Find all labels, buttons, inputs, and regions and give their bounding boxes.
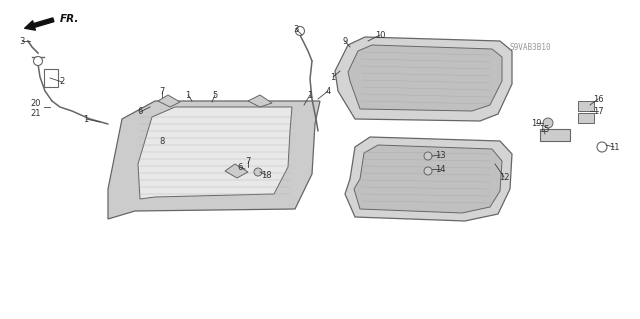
Polygon shape: [348, 45, 502, 111]
Polygon shape: [138, 107, 292, 199]
Text: 5: 5: [212, 91, 218, 100]
Text: 7: 7: [245, 157, 251, 166]
Circle shape: [597, 142, 607, 152]
Bar: [578, 113, 594, 123]
Text: 8: 8: [159, 137, 164, 145]
Text: 3: 3: [293, 25, 299, 33]
Text: 12: 12: [499, 173, 509, 182]
Text: 6: 6: [138, 108, 143, 116]
Circle shape: [33, 56, 42, 65]
Polygon shape: [248, 95, 272, 107]
Text: 4: 4: [325, 86, 331, 95]
Text: 1: 1: [83, 115, 88, 123]
Text: 6: 6: [237, 162, 243, 172]
Text: 18: 18: [260, 170, 271, 180]
Circle shape: [543, 118, 553, 128]
Text: 3: 3: [19, 36, 25, 46]
Text: 9: 9: [342, 36, 348, 46]
Text: 15: 15: [539, 124, 549, 133]
Polygon shape: [354, 145, 502, 213]
Text: 10: 10: [375, 31, 385, 40]
Bar: [578, 101, 594, 111]
Circle shape: [424, 167, 432, 175]
Text: 17: 17: [593, 107, 604, 115]
Polygon shape: [345, 137, 512, 221]
Circle shape: [254, 168, 262, 176]
Text: 20: 20: [31, 100, 41, 108]
Polygon shape: [108, 101, 320, 219]
Bar: [44, 69, 58, 87]
Text: S9VAB3B10: S9VAB3B10: [509, 42, 551, 51]
Text: 1: 1: [330, 72, 335, 81]
Polygon shape: [225, 164, 248, 178]
Text: 21: 21: [31, 109, 41, 118]
Circle shape: [424, 152, 432, 160]
Polygon shape: [335, 37, 512, 121]
Text: 13: 13: [435, 151, 445, 160]
Text: 19: 19: [531, 118, 541, 128]
Text: FR.: FR.: [60, 14, 79, 24]
Bar: [540, 129, 570, 141]
Text: 1: 1: [307, 91, 312, 100]
Text: 11: 11: [609, 143, 620, 152]
Text: 7: 7: [159, 86, 164, 95]
Text: 1: 1: [186, 91, 191, 100]
Circle shape: [296, 26, 305, 35]
Text: 16: 16: [593, 94, 604, 103]
Text: 2: 2: [60, 78, 65, 86]
Polygon shape: [158, 95, 180, 107]
Text: 14: 14: [435, 165, 445, 174]
